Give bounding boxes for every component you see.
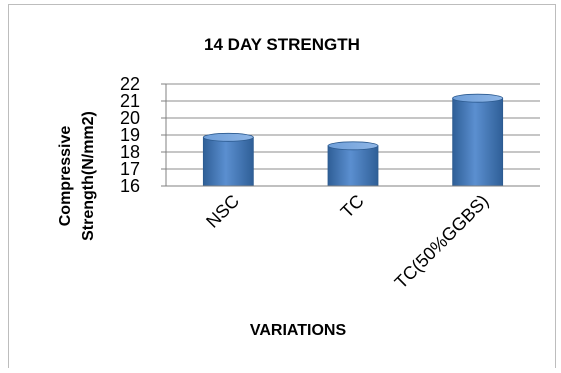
x-category-label: TC(50%GGBS) bbox=[391, 191, 493, 293]
chart-frame bbox=[8, 4, 556, 368]
chart-title: 14 DAY STRENGTH bbox=[204, 35, 360, 54]
x-category-label: TC bbox=[337, 191, 368, 222]
x-category-label: NSC bbox=[202, 191, 243, 232]
y-axis-title-line-2: Strength(N/mm2) bbox=[80, 111, 97, 241]
y-tick-label: 20 bbox=[120, 108, 140, 128]
y-tick-label: 22 bbox=[120, 74, 140, 94]
bar bbox=[327, 141, 379, 187]
bar bbox=[452, 93, 504, 187]
y-tick-label: 17 bbox=[120, 159, 140, 179]
y-tick-label: 18 bbox=[120, 142, 140, 162]
x-axis-title: VARIATIONS bbox=[250, 322, 347, 339]
y-tick-label: 19 bbox=[120, 125, 140, 145]
y-tick-label: 16 bbox=[120, 176, 140, 196]
x-axis-categories: NSC TC TC(50%GGBS) bbox=[202, 191, 492, 293]
y-tick-label: 21 bbox=[120, 91, 140, 111]
bars bbox=[202, 93, 504, 187]
y-axis-title-line-1: Compressive bbox=[57, 126, 74, 227]
bar bbox=[202, 132, 254, 187]
